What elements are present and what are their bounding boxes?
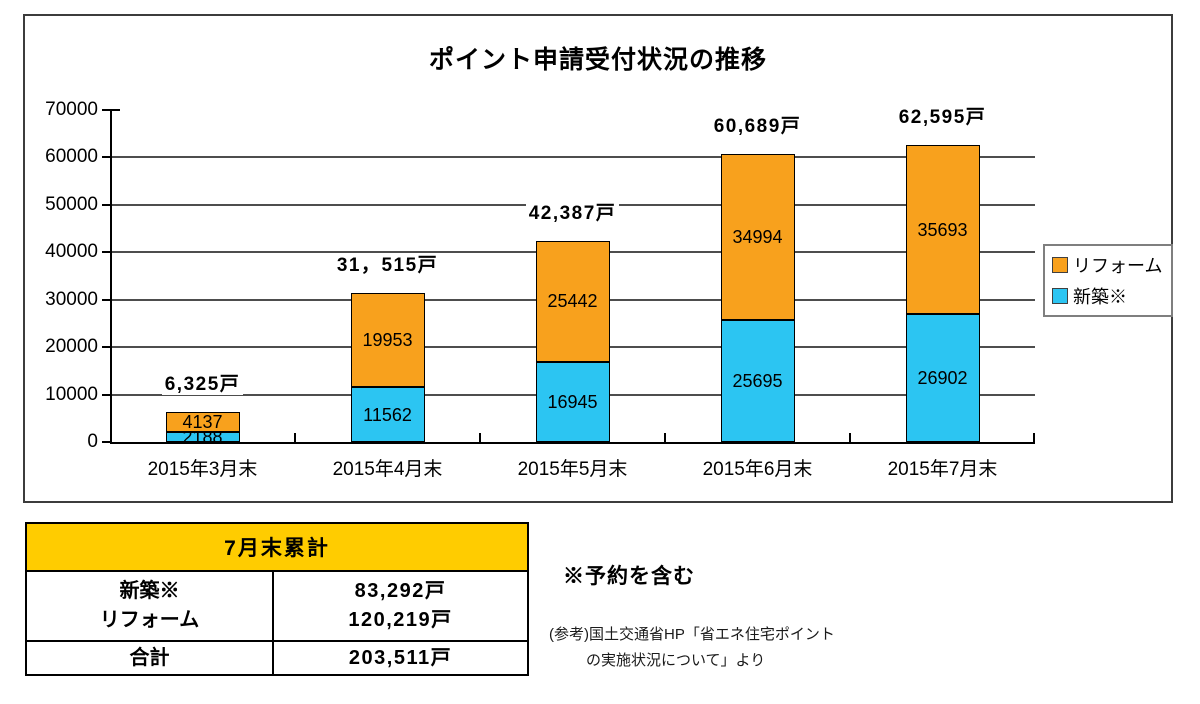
bar-total-label: 6,325戸 bbox=[108, 374, 298, 396]
x-axis-label: 2015年5月末 bbox=[517, 459, 628, 480]
legend: リフォーム新築※ bbox=[1043, 244, 1173, 317]
bar-value-label: 2188 bbox=[182, 426, 223, 447]
bar-segment bbox=[535, 361, 610, 442]
y-axis-label: 10000 bbox=[45, 383, 98, 405]
axis-tick bbox=[102, 393, 110, 396]
summary-category-cell: 新築※ リフォーム bbox=[27, 572, 272, 640]
table-row: 新築※ リフォーム 83,292戸 120,219戸 bbox=[27, 572, 527, 642]
bar-value-label: 34994 bbox=[732, 227, 783, 248]
summary-table-header: 7月末累計 bbox=[27, 524, 527, 572]
bar-segment bbox=[720, 154, 795, 321]
axis-tick bbox=[102, 109, 110, 111]
x-axis-line bbox=[110, 442, 1035, 444]
axis-tick bbox=[110, 109, 120, 111]
chart-panel: ポイント申請受付状況の推移 0 10000 20000 30000 40000 50000… bbox=[23, 14, 1173, 503]
reservation-note: ※予約を含む bbox=[563, 565, 695, 588]
label-shinchiku: 新築※ bbox=[119, 580, 180, 602]
bar-segment bbox=[905, 145, 980, 315]
bar-segment bbox=[350, 387, 425, 442]
axis-tick bbox=[664, 433, 666, 442]
plot-area: 0 10000 20000 30000 40000 50000 60000 70000 2188… bbox=[45, 99, 1038, 480]
x-axis-label: 2015年4月末 bbox=[332, 459, 443, 480]
bar-value-label: 19953 bbox=[362, 329, 413, 350]
bar-total-label: 60,689戸 bbox=[663, 116, 853, 138]
bar-value-label: 25442 bbox=[547, 291, 598, 312]
bar-segment bbox=[720, 320, 795, 442]
axis-tick bbox=[102, 156, 110, 159]
bar-value-label: 4137 bbox=[182, 411, 223, 432]
reference-note: (参考)国土交通省HP「省エネ住宅ポイント の実施状況について」より bbox=[549, 622, 835, 674]
legend-item: 新築※ bbox=[1052, 283, 1164, 309]
summary-table: 7月末累計 新築※ リフォーム 83,292戸 120,219戸 合計 203,… bbox=[25, 522, 529, 676]
bar-segment bbox=[905, 314, 980, 442]
legend-label: 新築※ bbox=[1073, 287, 1127, 307]
legend-label: リフォーム bbox=[1073, 256, 1163, 276]
axis-tick bbox=[102, 441, 110, 443]
chart-title: ポイント申請受付状況の推移 bbox=[428, 46, 767, 74]
axis-tick bbox=[102, 251, 110, 254]
y-axis-label: 50000 bbox=[45, 193, 98, 215]
reference-note-line1: (参考)国土交通省HP「省エネ住宅ポイント bbox=[549, 626, 835, 643]
axis-tick bbox=[102, 346, 110, 349]
x-axis-label: 2015年6月末 bbox=[702, 459, 813, 480]
value-shinchiku: 83,292戸 bbox=[354, 580, 447, 602]
gridline bbox=[110, 156, 1035, 159]
bar-segment bbox=[350, 292, 425, 388]
summary-value-cell: 83,292戸 120,219戸 bbox=[272, 572, 527, 640]
bar-segment bbox=[535, 240, 610, 362]
bar-value-label: 25695 bbox=[732, 371, 783, 392]
value-reform: 120,219戸 bbox=[348, 609, 453, 631]
bar-total-label: 62,595戸 bbox=[848, 107, 1038, 129]
axis-tick bbox=[849, 433, 851, 442]
bar-value-label: 11562 bbox=[363, 404, 412, 425]
axis-tick bbox=[102, 203, 110, 206]
y-axis-label: 30000 bbox=[45, 288, 98, 310]
bar-segment bbox=[165, 412, 240, 432]
y-axis-line bbox=[110, 110, 112, 444]
bar-value-label: 35693 bbox=[917, 219, 968, 240]
legend-swatch bbox=[1052, 257, 1068, 273]
axis-tick bbox=[102, 298, 110, 301]
label-reform: リフォーム bbox=[99, 609, 200, 631]
total-label-cell: 合計 bbox=[129, 647, 170, 669]
total-value-cell: 203,511戸 bbox=[272, 642, 527, 674]
axis-tick bbox=[294, 433, 296, 442]
bar-segment bbox=[165, 431, 240, 442]
bar-total-label: 31，515戸 bbox=[293, 254, 483, 277]
legend-item: リフォーム bbox=[1052, 252, 1164, 278]
bar-value-label: 26902 bbox=[917, 368, 968, 389]
bar-value-label: 16945 bbox=[547, 391, 598, 412]
reference-note-line2: の実施状況について」より bbox=[586, 652, 766, 669]
bar-total-label: 42,387戸 bbox=[478, 202, 668, 225]
y-axis-label: 60000 bbox=[45, 146, 98, 168]
axis-tick bbox=[479, 433, 481, 442]
table-row: 合計 203,511戸 bbox=[27, 642, 527, 674]
axis-tick bbox=[1033, 433, 1035, 442]
y-axis-label: 20000 bbox=[45, 336, 98, 358]
x-axis-label: 2015年7月末 bbox=[887, 459, 998, 480]
y-axis-label: 70000 bbox=[45, 99, 98, 120]
y-axis-label: 0 bbox=[87, 431, 98, 452]
legend-swatch bbox=[1052, 288, 1068, 304]
x-axis-label: 2015年3月末 bbox=[147, 459, 258, 480]
y-axis-label: 40000 bbox=[45, 241, 98, 263]
